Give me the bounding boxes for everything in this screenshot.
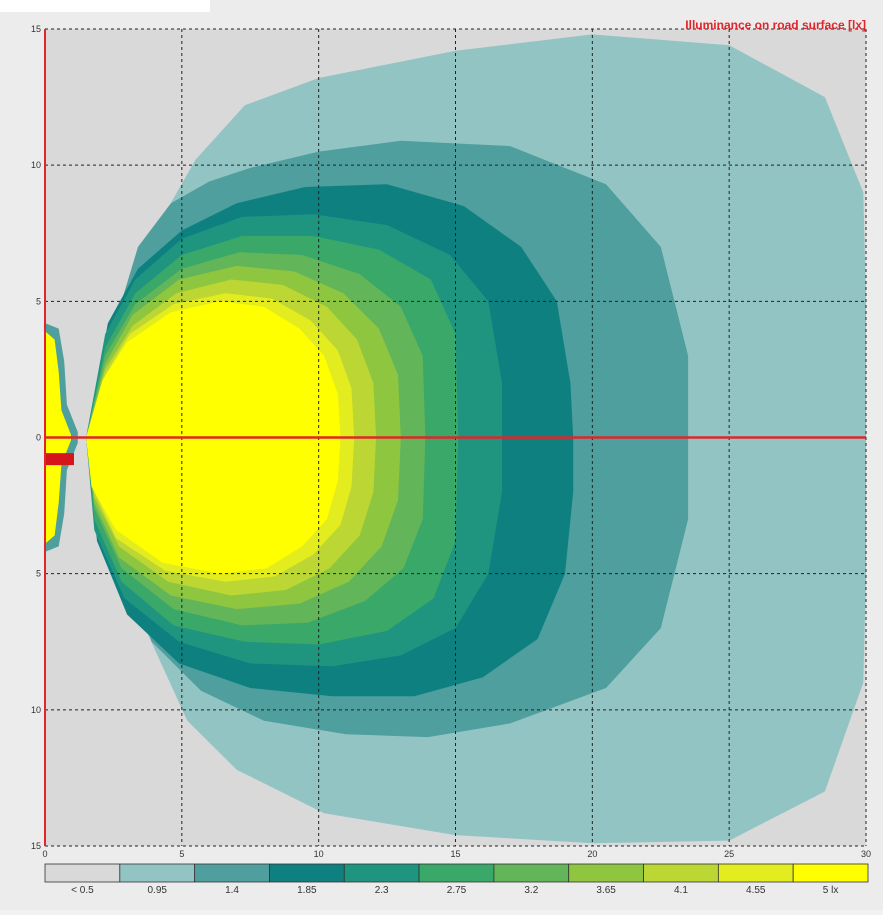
y-tick-label: 15 — [31, 841, 41, 851]
x-tick-label: 20 — [587, 849, 597, 859]
colorbar-swatch — [194, 863, 270, 883]
x-tick-label: 5 — [179, 849, 184, 859]
colorbar-label: 5 lx — [823, 885, 839, 896]
x-tick-label: 30 — [861, 849, 871, 859]
y-tick-label: 5 — [36, 569, 41, 579]
colorbar-label: 2.75 — [447, 885, 467, 896]
colorbar-label: 1.4 — [225, 885, 239, 896]
colorbar-label: 0.95 — [147, 885, 167, 896]
colorbar-swatch — [44, 863, 121, 883]
x-tick-label: 0 — [42, 849, 47, 859]
colorbar-swatch — [717, 863, 794, 883]
colorbar-label: < 0.5 — [71, 885, 94, 896]
x-tick-label: 25 — [724, 849, 734, 859]
x-tick-label: 10 — [314, 849, 324, 859]
colorbar-label: 4.55 — [746, 885, 766, 896]
colorbar-swatch — [119, 863, 196, 883]
y-tick-label: 15 — [31, 24, 41, 34]
colorbar-swatch — [418, 863, 495, 883]
colorbar-label: 2.3 — [375, 885, 389, 896]
colorbar-swatch — [343, 863, 420, 883]
colorbar-swatch — [643, 863, 719, 883]
colorbar-swatch — [269, 863, 345, 883]
colorbar-swatch — [792, 863, 869, 883]
y-tick-label: 0 — [36, 433, 41, 443]
x-tick-label: 15 — [450, 849, 460, 859]
luminaire-marker — [46, 453, 74, 466]
colorbar-swatch — [493, 863, 570, 883]
y-tick-label: 5 — [36, 296, 41, 306]
colorbar-label: 4.1 — [674, 885, 688, 896]
y-tick-label: 10 — [31, 705, 41, 715]
colorbar-swatch — [568, 863, 644, 883]
chart-title: Illuminance on road surface [lx] — [685, 18, 866, 32]
colorbar-label: 3.65 — [596, 885, 616, 896]
colorbar-label: 1.85 — [297, 885, 317, 896]
y-tick-label: 10 — [31, 160, 41, 170]
colorbar-label: 3.2 — [524, 885, 538, 896]
